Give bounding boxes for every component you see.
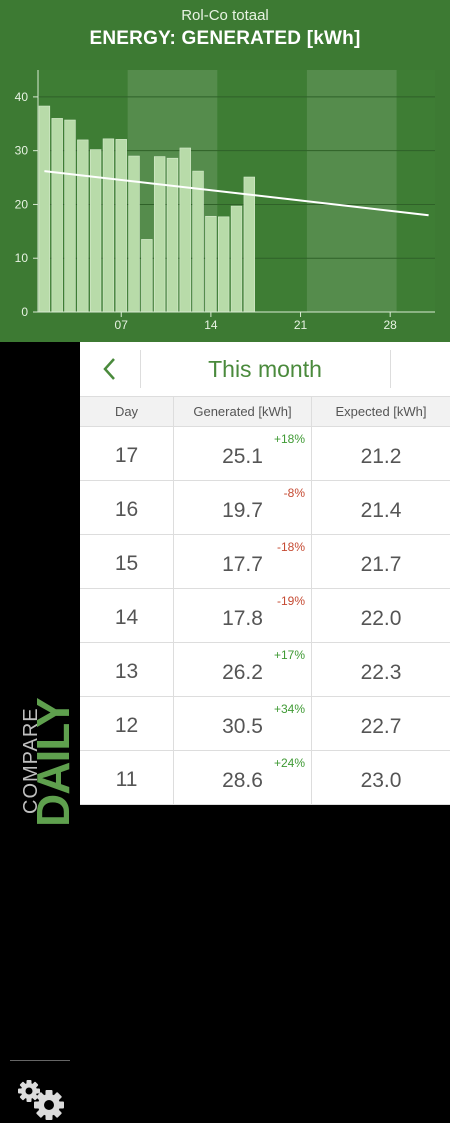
row-expected: 21.4 <box>360 499 402 522</box>
row-expected: 23.0 <box>360 769 402 792</box>
row-generated: 17.7 -18% <box>174 535 312 588</box>
row-expected: 22.7 <box>360 715 402 738</box>
table-header: Day Generated [kWh] Expected [kWh] <box>80 397 450 427</box>
app-header: Rol-Co totaal ENERGY: GENERATED [kWh] <box>0 0 450 62</box>
table-row[interactable]: 15 17.7 -18% 21.7 <box>80 535 450 589</box>
bar-day-7 <box>115 139 127 313</box>
generated-value: 17.8 <box>222 607 263 630</box>
x-tick-label: 21 <box>294 318 308 332</box>
bar-day-10 <box>153 156 166 313</box>
bar-day-12 <box>179 147 191 313</box>
table-row[interactable]: 16 19.7 -8% 21.4 <box>80 481 450 535</box>
nav-divider <box>390 350 391 388</box>
bar-day-17 <box>243 176 255 313</box>
expected-trend-line <box>44 170 429 217</box>
generated-value: 28.6 <box>222 769 263 792</box>
bar-day-1 <box>38 105 51 313</box>
row-expected: 22.0 <box>360 607 402 630</box>
bar-day-8 <box>128 155 140 313</box>
bar-day-6 <box>102 138 115 313</box>
header-title: ENERGY: GENERATED [kWh] <box>89 28 361 49</box>
row-expected: 21.2 <box>360 445 402 468</box>
gear-icon[interactable] <box>13 1075 69 1123</box>
daily-mode-label[interactable]: DAILY <box>27 698 79 827</box>
row-day: 12 <box>80 697 174 750</box>
x-tick-label: 28 <box>383 318 397 332</box>
bar-day-15 <box>218 216 230 313</box>
header-generated: Generated [kWh] <box>174 397 312 426</box>
deviation-percent: +17% <box>273 648 305 662</box>
y-tick-label: 0 <box>21 305 28 319</box>
x-tick-label: 07 <box>115 318 129 332</box>
header-expected: Expected [kWh] <box>335 404 427 419</box>
deviation-percent: -8% <box>283 486 305 500</box>
bar-day-14 <box>205 215 217 313</box>
bar-day-4 <box>77 139 89 313</box>
period-nav: This month <box>80 342 450 397</box>
table-row[interactable]: 11 28.6 +24% 23.0 <box>80 751 450 805</box>
row-day: 15 <box>80 535 174 588</box>
compare-panel: This month Day Generated [kWh] Expected … <box>80 342 450 805</box>
period-title[interactable]: This month <box>208 356 322 382</box>
bar-day-5 <box>89 149 102 313</box>
week-band <box>306 70 397 312</box>
table-row[interactable]: 12 30.5 +34% 22.7 <box>80 697 450 751</box>
y-tick-label: 40 <box>15 90 29 104</box>
header-day: Day <box>80 397 174 426</box>
generated-value: 17.7 <box>222 553 263 576</box>
bar-day-13 <box>192 170 204 313</box>
y-tick-label: 10 <box>15 251 29 265</box>
generated-value: 19.7 <box>222 499 263 522</box>
previous-period-button[interactable] <box>80 350 141 388</box>
table-row[interactable]: 17 25.1 +18% 21.2 <box>80 427 450 481</box>
bar-day-3 <box>64 119 76 313</box>
deviation-percent: +34% <box>273 702 305 716</box>
x-tick-label: 14 <box>204 318 218 332</box>
y-tick-label: 30 <box>15 144 29 158</box>
row-day: 11 <box>80 751 174 804</box>
row-expected: 21.7 <box>360 553 402 576</box>
deviation-percent: -19% <box>276 594 305 608</box>
energy-chart: 0 10 20 30 40 07 14 21 28 <box>0 62 450 342</box>
row-day: 17 <box>80 427 174 480</box>
sidebar-divider <box>10 1060 70 1061</box>
row-day: 13 <box>80 643 174 696</box>
generated-value: 30.5 <box>222 715 263 738</box>
bar-day-16 <box>230 205 243 313</box>
sidebar: COMPARE DAILY <box>0 342 80 1120</box>
row-generated: 30.5 +34% <box>174 697 312 750</box>
deviation-percent: +18% <box>273 432 305 446</box>
bar-day-11 <box>166 157 179 313</box>
generated-value: 26.2 <box>222 661 263 684</box>
chart-svg: 0 10 20 30 40 07 14 21 28 <box>15 70 435 332</box>
bar-day-9 <box>141 239 153 313</box>
row-day: 16 <box>80 481 174 534</box>
y-tick-label: 20 <box>15 197 29 211</box>
row-generated: 17.8 -19% <box>174 589 312 642</box>
generated-value: 25.1 <box>222 445 263 468</box>
header-subtitle: Rol-Co totaal <box>181 7 269 24</box>
deviation-percent: -18% <box>276 540 305 554</box>
row-generated: 25.1 +18% <box>174 427 312 480</box>
chevron-left-icon <box>103 358 115 380</box>
row-generated: 28.6 +24% <box>174 751 312 804</box>
table-row[interactable]: 13 26.2 +17% 22.3 <box>80 643 450 697</box>
deviation-percent: +24% <box>273 756 305 770</box>
bar-day-2 <box>51 118 63 313</box>
row-day: 14 <box>80 589 174 642</box>
row-generated: 26.2 +17% <box>174 643 312 696</box>
row-generated: 19.7 -8% <box>174 481 312 534</box>
row-expected: 22.3 <box>360 661 402 684</box>
table-row[interactable]: 14 17.8 -19% 22.0 <box>80 589 450 643</box>
